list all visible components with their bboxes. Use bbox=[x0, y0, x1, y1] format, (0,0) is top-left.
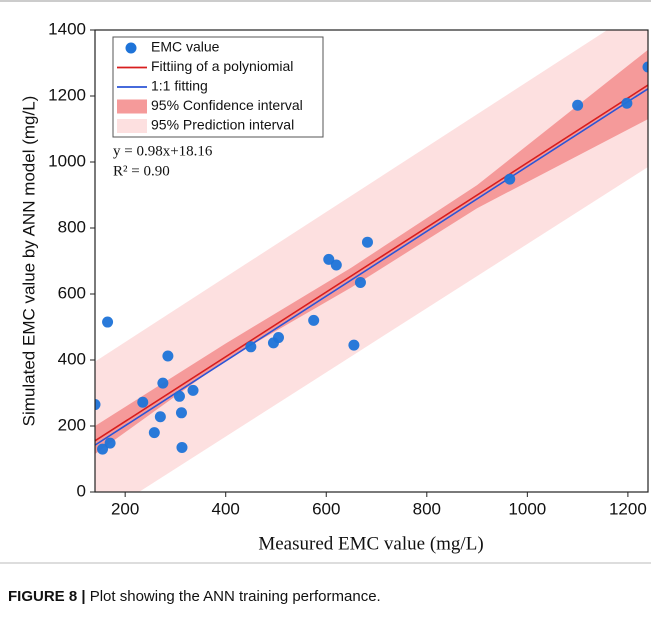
data-point bbox=[148, 427, 160, 439]
caption: FIGURE 8 | Plot showing the ANN training… bbox=[8, 588, 381, 605]
data-point bbox=[175, 407, 187, 419]
data-point bbox=[154, 411, 166, 423]
data-point bbox=[354, 276, 366, 288]
legend-symbol bbox=[125, 42, 137, 54]
data-point bbox=[97, 443, 109, 455]
data-point bbox=[361, 236, 373, 248]
data-point bbox=[173, 390, 185, 402]
data-point bbox=[504, 173, 516, 185]
data-point bbox=[245, 341, 257, 353]
y-tick-label: 200 bbox=[58, 415, 86, 434]
fit-lines bbox=[95, 84, 648, 446]
y-tick-label: 1000 bbox=[48, 151, 86, 170]
data-point bbox=[642, 61, 648, 73]
annotation: y = 0.98x+18.16 bbox=[113, 143, 213, 159]
data-point bbox=[104, 437, 116, 449]
fit-line bbox=[95, 84, 648, 442]
x-tick-label: 200 bbox=[111, 499, 139, 518]
y-tick-label: 1200 bbox=[48, 85, 86, 104]
y-tick-label: 0 bbox=[77, 481, 86, 500]
plot-frame bbox=[94, 29, 649, 493]
x-tick-label: 400 bbox=[212, 499, 240, 518]
x-tick-label: 1000 bbox=[508, 499, 546, 518]
legend-label: 95% Prediction interval bbox=[151, 117, 294, 133]
data-point bbox=[176, 441, 188, 453]
data-point bbox=[323, 253, 335, 265]
data-point bbox=[162, 350, 174, 362]
y-tick-label: 400 bbox=[58, 349, 86, 368]
data-point bbox=[348, 339, 360, 351]
bands bbox=[95, 30, 648, 492]
legend-symbol bbox=[117, 119, 147, 133]
x-axis-title: Measured EMC value (mg/L) bbox=[258, 533, 483, 554]
x-tick-label: 1200 bbox=[609, 499, 647, 518]
data-point bbox=[187, 384, 199, 396]
annotation: R² = 0.90 bbox=[113, 163, 170, 179]
legend: EMC value Fittiing of a polyniomial 1:1 fi… bbox=[117, 39, 303, 133]
data-point bbox=[308, 314, 320, 326]
caption-label: FIGURE 8 | bbox=[8, 588, 86, 605]
fit-line bbox=[95, 88, 648, 446]
y-tick-label: 600 bbox=[58, 283, 86, 302]
caption-text: Plot showing the ANN training performanc… bbox=[90, 588, 381, 605]
y-tick-label: 800 bbox=[58, 217, 86, 236]
legend-box bbox=[112, 36, 324, 138]
legend-label: Fittiing of a polyniomial bbox=[151, 58, 293, 74]
legend-label: EMC value bbox=[151, 39, 220, 55]
data-point bbox=[621, 97, 633, 109]
data-point bbox=[102, 316, 114, 328]
legend-label: 1:1 fitting bbox=[151, 78, 208, 94]
legend-symbol bbox=[117, 99, 147, 114]
data-point bbox=[157, 377, 169, 389]
x-tick-label: 600 bbox=[312, 499, 340, 518]
y-axis-title: Simulated EMC value by ANN model (mg/L) bbox=[19, 96, 38, 427]
axes: 200 400 600 800 1000 1200 0 200 400 600 800 1000 120… bbox=[48, 19, 647, 518]
x-tick-label: 800 bbox=[413, 499, 441, 518]
y-tick-label: 1400 bbox=[48, 19, 86, 38]
interval-band bbox=[95, 49, 648, 455]
data-point bbox=[137, 396, 149, 408]
legend-label: 95% Confidence interval bbox=[151, 97, 303, 113]
data-point bbox=[572, 99, 584, 111]
points bbox=[95, 61, 648, 455]
data-point bbox=[95, 399, 101, 411]
data-point bbox=[330, 259, 342, 271]
data-point bbox=[272, 332, 284, 344]
